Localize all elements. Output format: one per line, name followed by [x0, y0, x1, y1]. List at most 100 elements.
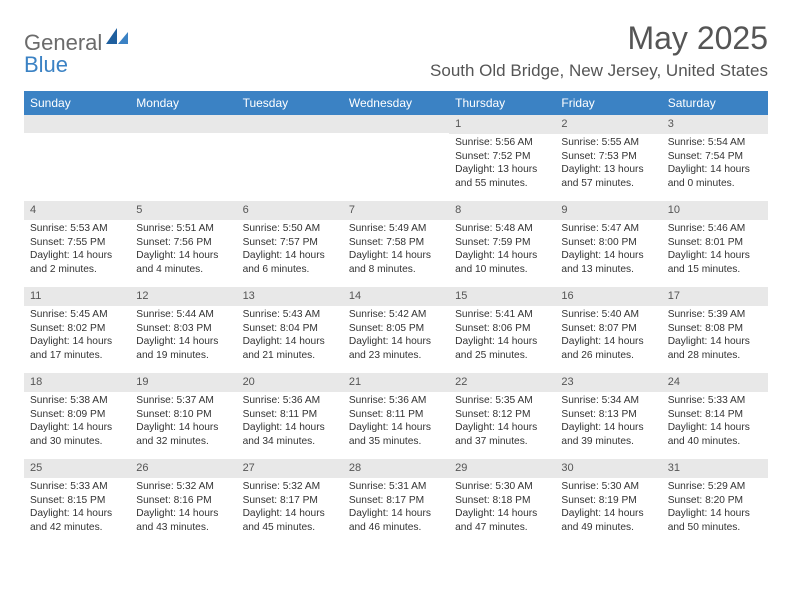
sunset-text: Sunset: 8:11 PM: [243, 408, 337, 422]
daylight-text: Daylight: 14 hours and 46 minutes.: [349, 507, 443, 535]
day-body: Sunrise: 5:50 AMSunset: 7:57 PMDaylight:…: [237, 220, 343, 281]
day-body: Sunrise: 5:33 AMSunset: 8:14 PMDaylight:…: [662, 392, 768, 453]
daylight-text: Daylight: 14 hours and 15 minutes.: [668, 249, 762, 277]
daylight-text: Daylight: 14 hours and 32 minutes.: [136, 421, 230, 449]
sunset-text: Sunset: 8:02 PM: [30, 322, 124, 336]
daylight-text: Daylight: 14 hours and 23 minutes.: [349, 335, 443, 363]
sunrise-text: Sunrise: 5:44 AM: [136, 308, 230, 322]
sunrise-text: Sunrise: 5:38 AM: [30, 394, 124, 408]
day-body: Sunrise: 5:47 AMSunset: 8:00 PMDaylight:…: [555, 220, 661, 281]
day-body: Sunrise: 5:34 AMSunset: 8:13 PMDaylight:…: [555, 392, 661, 453]
sunset-text: Sunset: 8:19 PM: [561, 494, 655, 508]
daylight-text: Daylight: 14 hours and 40 minutes.: [668, 421, 762, 449]
day-number: 23: [555, 373, 661, 392]
day-cell: 10 Sunrise: 5:46 AMSunset: 8:01 PMDayligh…: [662, 201, 768, 287]
week-row: 18Sunrise: 5:38 AMSunset: 8:09 PMDayligh…: [24, 373, 768, 459]
daylight-text: Daylight: 13 hours and 57 minutes.: [561, 163, 655, 191]
logo-line2: Blue: [24, 52, 68, 78]
sunrise-text: Sunrise: 5:32 AM: [243, 480, 337, 494]
day-body: Sunrise: 5:40 AMSunset: 8:07 PMDaylight:…: [555, 306, 661, 367]
day-cell: 13Sunrise: 5:43 AMSunset: 8:04 PMDayligh…: [237, 287, 343, 373]
sunset-text: Sunset: 7:52 PM: [455, 150, 549, 164]
daylight-text: Daylight: 14 hours and 49 minutes.: [561, 507, 655, 535]
daylight-text: Daylight: 14 hours and 30 minutes.: [30, 421, 124, 449]
sunrise-text: Sunrise: 5:36 AM: [243, 394, 337, 408]
daylight-text: Daylight: 14 hours and 8 minutes.: [349, 249, 443, 277]
sunrise-text: Sunrise: 5:29 AM: [668, 480, 762, 494]
day-number: 6: [237, 201, 343, 220]
day-number: 13: [237, 287, 343, 306]
sunset-text: Sunset: 8:05 PM: [349, 322, 443, 336]
daylight-text: Daylight: 14 hours and 25 minutes.: [455, 335, 549, 363]
weekday-header-row: SundayMondayTuesdayWednesdayThursdayFrid…: [24, 91, 768, 115]
daylight-text: Daylight: 14 hours and 26 minutes.: [561, 335, 655, 363]
week-row: 4Sunrise: 5:53 AMSunset: 7:55 PMDaylight…: [24, 201, 768, 287]
sunset-text: Sunset: 8:01 PM: [668, 236, 762, 250]
sunrise-text: Sunrise: 5:40 AM: [561, 308, 655, 322]
day-body: Sunrise: 5:30 AMSunset: 8:19 PMDaylight:…: [555, 478, 661, 539]
sunrise-text: Sunrise: 5:49 AM: [349, 222, 443, 236]
daylight-text: Daylight: 14 hours and 39 minutes.: [561, 421, 655, 449]
sunrise-text: Sunrise: 5:55 AM: [561, 136, 655, 150]
sunset-text: Sunset: 8:13 PM: [561, 408, 655, 422]
day-cell: 7Sunrise: 5:49 AMSunset: 7:58 PMDaylight…: [343, 201, 449, 287]
sunrise-text: Sunrise: 5:39 AM: [668, 308, 762, 322]
daylight-text: Daylight: 14 hours and 4 minutes.: [136, 249, 230, 277]
sunset-text: Sunset: 8:08 PM: [668, 322, 762, 336]
day-number: 16: [555, 287, 661, 306]
day-number: 20: [237, 373, 343, 392]
day-body: Sunrise: 5:35 AMSunset: 8:12 PMDaylight:…: [449, 392, 555, 453]
day-cell: 17Sunrise: 5:39 AMSunset: 8:08 PMDayligh…: [662, 287, 768, 373]
day-number: 15: [449, 287, 555, 306]
day-body: Sunrise: 5:53 AMSunset: 7:55 PMDaylight:…: [24, 220, 130, 281]
daylight-text: Daylight: 14 hours and 13 minutes.: [561, 249, 655, 277]
day-number: 14: [343, 287, 449, 306]
day-cell: 19Sunrise: 5:37 AMSunset: 8:10 PMDayligh…: [130, 373, 236, 459]
sunset-text: Sunset: 8:00 PM: [561, 236, 655, 250]
day-body: Sunrise: 5:32 AMSunset: 8:16 PMDaylight:…: [130, 478, 236, 539]
day-cell: 24Sunrise: 5:33 AMSunset: 8:14 PMDayligh…: [662, 373, 768, 459]
sunrise-text: Sunrise: 5:47 AM: [561, 222, 655, 236]
day-body: Sunrise: 5:38 AMSunset: 8:09 PMDaylight:…: [24, 392, 130, 453]
day-body: Sunrise: 5:54 AMSunset: 7:54 PMDaylight:…: [662, 134, 768, 195]
day-cell: 21Sunrise: 5:36 AMSunset: 8:11 PMDayligh…: [343, 373, 449, 459]
sunrise-text: Sunrise: 5:53 AM: [30, 222, 124, 236]
sunrise-text: Sunrise: 5:31 AM: [349, 480, 443, 494]
day-body: Sunrise: 5:33 AMSunset: 8:15 PMDaylight:…: [24, 478, 130, 539]
day-number: 27: [237, 459, 343, 478]
sunset-text: Sunset: 8:09 PM: [30, 408, 124, 422]
sunrise-text: Sunrise: 5:32 AM: [136, 480, 230, 494]
day-body: Sunrise: 5:36 AMSunset: 8:11 PMDaylight:…: [343, 392, 449, 453]
day-number: 11: [24, 287, 130, 306]
day-number: 12: [130, 287, 236, 306]
day-number: 30: [555, 459, 661, 478]
day-number: 10: [662, 201, 768, 220]
day-body: Sunrise: 5:55 AMSunset: 7:53 PMDaylight:…: [555, 134, 661, 195]
day-number: 1: [449, 115, 555, 134]
logo-sail-icon: [106, 28, 128, 51]
weekday-header: Saturday: [662, 91, 768, 115]
day-number: 5: [130, 201, 236, 220]
daylight-text: Daylight: 14 hours and 17 minutes.: [30, 335, 124, 363]
day-number: 22: [449, 373, 555, 392]
sunrise-text: Sunrise: 5:46 AM: [668, 222, 762, 236]
day-cell: 6Sunrise: 5:50 AMSunset: 7:57 PMDaylight…: [237, 201, 343, 287]
day-cell: 30Sunrise: 5:30 AMSunset: 8:19 PMDayligh…: [555, 459, 661, 545]
day-cell: [343, 115, 449, 201]
day-cell: 22Sunrise: 5:35 AMSunset: 8:12 PMDayligh…: [449, 373, 555, 459]
day-cell: 8Sunrise: 5:48 AMSunset: 7:59 PMDaylight…: [449, 201, 555, 287]
sunset-text: Sunset: 7:57 PM: [243, 236, 337, 250]
day-cell: 18Sunrise: 5:38 AMSunset: 8:09 PMDayligh…: [24, 373, 130, 459]
day-number-bar-empty: [343, 115, 449, 133]
sunrise-text: Sunrise: 5:45 AM: [30, 308, 124, 322]
day-body: Sunrise: 5:43 AMSunset: 8:04 PMDaylight:…: [237, 306, 343, 367]
sunset-text: Sunset: 7:56 PM: [136, 236, 230, 250]
daylight-text: Daylight: 14 hours and 28 minutes.: [668, 335, 762, 363]
sunrise-text: Sunrise: 5:42 AM: [349, 308, 443, 322]
day-number: 2: [555, 115, 661, 134]
sunrise-text: Sunrise: 5:37 AM: [136, 394, 230, 408]
day-cell: 5 Sunrise: 5:51 AMSunset: 7:56 PMDaylight…: [130, 201, 236, 287]
sunset-text: Sunset: 7:53 PM: [561, 150, 655, 164]
sunrise-text: Sunrise: 5:51 AM: [136, 222, 230, 236]
daylight-text: Daylight: 14 hours and 2 minutes.: [30, 249, 124, 277]
